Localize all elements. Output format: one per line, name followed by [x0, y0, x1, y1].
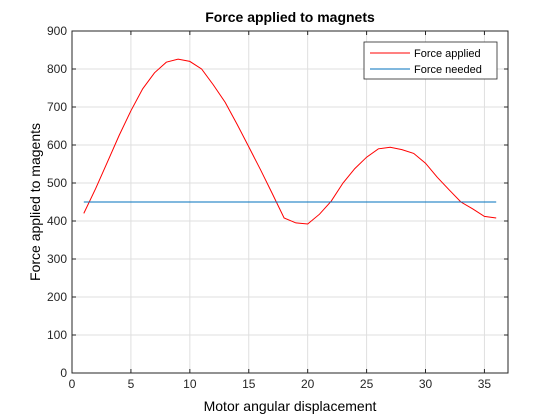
- ticks: 0 5 10 15 20 25 30 35 0 100 200 300 400 500 600 700 800 9…: [47, 24, 508, 391]
- x-tick-label: 10: [183, 377, 197, 391]
- y-tick-label: 100: [47, 328, 67, 342]
- x-axis-label: Motor angular displacement: [204, 398, 377, 414]
- chart-title: Force applied to magnets: [205, 9, 375, 25]
- legend-label-2: Force needed: [414, 64, 482, 76]
- x-tick-label: 15: [242, 377, 256, 391]
- x-tick-label: 35: [478, 377, 492, 391]
- x-tick-label: 25: [360, 377, 374, 391]
- x-tick-label: 5: [128, 377, 135, 391]
- y-tick-label: 900: [47, 24, 67, 38]
- plot-frame: [71, 30, 509, 374]
- y-tick-label: 700: [47, 100, 67, 114]
- series-line-1: [83, 58, 497, 225]
- series-layer: [83, 58, 497, 225]
- legend-box: [363, 41, 498, 80]
- legend: Force applied Force needed: [363, 41, 498, 80]
- y-tick-label: 500: [47, 176, 67, 190]
- y-tick-label: 600: [47, 138, 67, 152]
- y-tick-label: 300: [47, 252, 67, 266]
- x-tick-label: 20: [301, 377, 315, 391]
- y-tick-label: 200: [47, 290, 67, 304]
- y-tick-label: 400: [47, 214, 67, 228]
- x-tick-label: 0: [69, 377, 76, 391]
- y-tick-label: 800: [47, 62, 67, 76]
- y-axis-label: Force applied to magents: [27, 123, 43, 281]
- y-tick-label: 0: [60, 366, 67, 380]
- x-tick-label: 30: [419, 377, 433, 391]
- legend-label-1: Force applied: [414, 48, 481, 60]
